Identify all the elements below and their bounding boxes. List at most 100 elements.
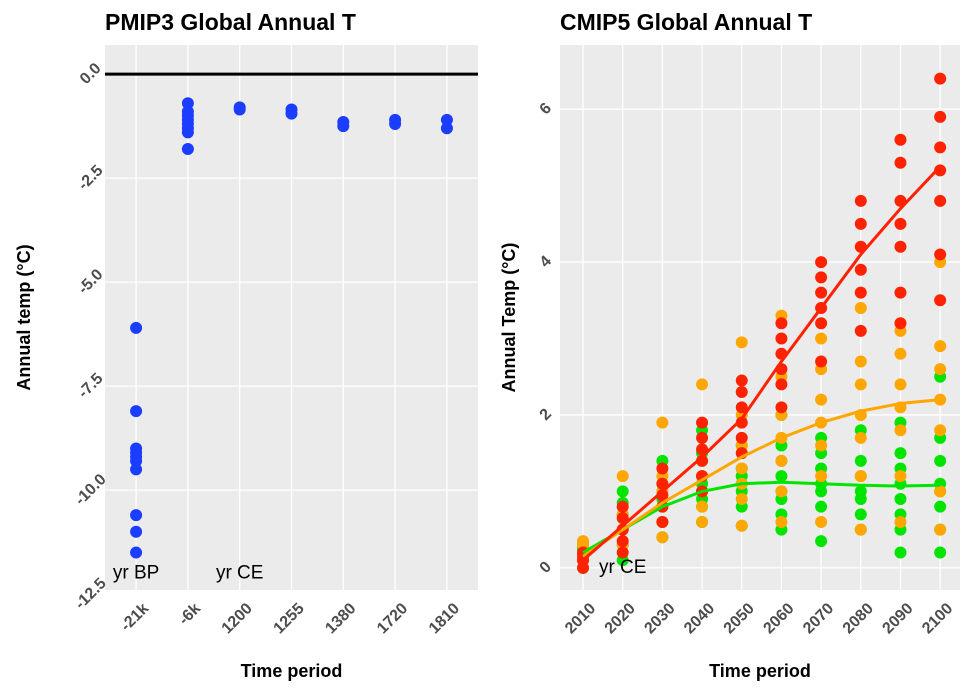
data-point	[775, 332, 788, 345]
data-point	[656, 416, 669, 429]
x-tick-label: 1810	[426, 600, 463, 637]
data-point	[815, 515, 828, 528]
data-point	[616, 512, 629, 525]
data-point	[934, 454, 947, 467]
data-point	[616, 535, 629, 548]
data-point	[854, 286, 867, 299]
data-point	[616, 485, 629, 498]
data-point	[934, 294, 947, 307]
data-point	[735, 519, 748, 532]
x-tick-label: 2080	[840, 600, 877, 637]
data-point	[894, 424, 907, 437]
data-point	[934, 363, 947, 376]
data-point	[894, 347, 907, 360]
data-point	[815, 500, 828, 513]
data-point	[854, 508, 867, 521]
data-point	[130, 525, 143, 538]
y-tick-label: -5.0	[75, 266, 107, 298]
data-point	[934, 141, 947, 154]
data-point	[735, 374, 748, 387]
data-point	[696, 416, 709, 429]
data-point	[130, 455, 143, 468]
data-point	[854, 301, 867, 314]
data-point	[656, 462, 669, 475]
data-point	[894, 470, 907, 483]
data-point	[815, 355, 828, 368]
x-tick-label: 1380	[322, 600, 359, 637]
data-point	[696, 378, 709, 391]
data-point	[775, 454, 788, 467]
data-point	[735, 462, 748, 475]
data-point	[894, 546, 907, 559]
data-point	[130, 321, 143, 334]
chart-title: PMIP3 Global Annual T	[105, 9, 356, 35]
annotation: yr CE	[599, 557, 647, 578]
data-point	[854, 194, 867, 207]
annotation: yr CE	[216, 562, 264, 583]
data-point	[894, 515, 907, 528]
data-point	[735, 401, 748, 414]
data-point	[854, 485, 867, 498]
data-point	[934, 72, 947, 85]
data-point	[854, 324, 867, 337]
data-point	[815, 439, 828, 452]
data-point	[934, 485, 947, 498]
x-tick-label: 1720	[374, 600, 411, 637]
data-point	[894, 240, 907, 253]
data-point	[440, 113, 453, 126]
data-point	[854, 454, 867, 467]
x-tick-label: 2060	[760, 600, 797, 637]
data-point	[775, 378, 788, 391]
y-tick-label: 2	[537, 406, 555, 424]
data-point	[815, 332, 828, 345]
data-point	[696, 431, 709, 444]
x-tick-label: 2010	[562, 600, 599, 637]
data-point	[815, 271, 828, 284]
x-tick-label: 2100	[919, 600, 956, 637]
y-tick-label: 4	[537, 253, 555, 271]
data-point	[285, 107, 298, 120]
data-point	[854, 263, 867, 276]
x-axis-label: Time period	[709, 661, 811, 681]
data-point	[934, 248, 947, 261]
data-point	[130, 546, 143, 559]
y-tick-label: 6	[537, 100, 555, 118]
data-point	[934, 340, 947, 353]
data-point	[696, 500, 709, 513]
data-point	[656, 515, 669, 528]
y-tick-label: -7.5	[75, 370, 107, 402]
trend-line	[582, 480, 941, 554]
chart-title: CMIP5 Global Annual T	[560, 9, 812, 35]
data-point	[656, 531, 669, 544]
data-point	[894, 156, 907, 169]
data-point	[894, 378, 907, 391]
data-point	[130, 509, 143, 522]
data-point	[616, 470, 629, 483]
x-tick-label: 1255	[270, 600, 307, 637]
y-tick-label: -2.5	[75, 162, 107, 194]
data-point	[130, 463, 143, 476]
data-point	[181, 126, 194, 139]
data-point	[735, 386, 748, 399]
data-point	[815, 286, 828, 299]
data-point	[656, 477, 669, 490]
data-point	[815, 393, 828, 406]
data-point	[934, 546, 947, 559]
data-point	[894, 493, 907, 506]
data-point	[854, 355, 867, 368]
data-point	[735, 431, 748, 444]
data-point	[337, 120, 350, 133]
data-point	[696, 515, 709, 528]
data-point	[775, 515, 788, 528]
x-axis-label: Time period	[241, 661, 343, 681]
data-point	[181, 97, 194, 110]
data-point	[815, 535, 828, 548]
y-tick-label: 0	[537, 558, 555, 576]
x-tick-label: -21k	[118, 600, 153, 635]
data-point	[389, 118, 402, 131]
data-point	[854, 217, 867, 230]
data-point	[934, 424, 947, 437]
trend-line	[582, 398, 941, 558]
y-tick-label: -10.0	[72, 471, 110, 509]
